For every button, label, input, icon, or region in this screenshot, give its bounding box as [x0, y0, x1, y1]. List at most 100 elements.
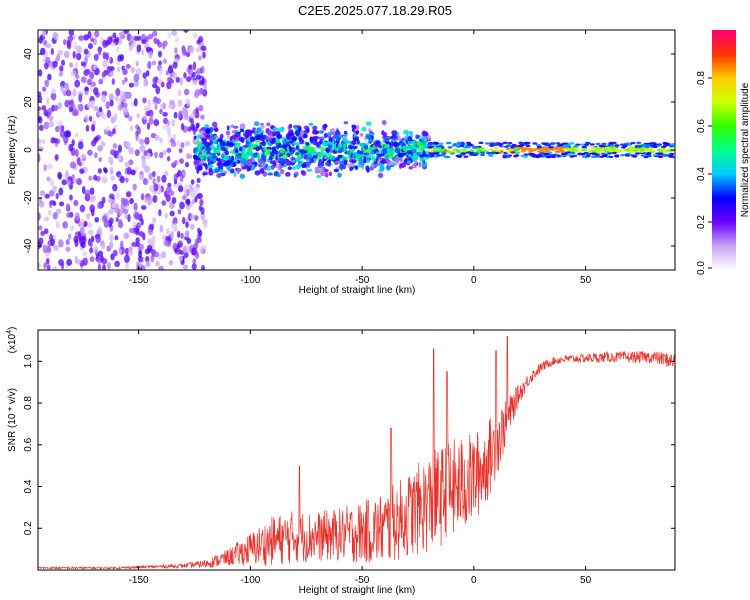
spectrogram-cell: [169, 79, 175, 84]
spectrogram-cell: [181, 216, 186, 225]
spectrogram-cell: [612, 149, 618, 152]
spectrogram-cell: [108, 217, 114, 225]
spectrogram-cell: [406, 160, 411, 164]
spectrogram-cell: [159, 224, 164, 233]
spectrogram-cell: [246, 160, 251, 165]
spectrogram-cell: [397, 135, 401, 142]
spectrogram-cell: [122, 107, 129, 116]
spectrogram-cell: [309, 137, 315, 141]
spectrogram-cell: [64, 99, 71, 108]
spectrogram-cell: [290, 159, 296, 163]
spectrogram-cell: [46, 97, 50, 105]
spectrogram-cell: [620, 153, 626, 157]
spectrogram-cell: [101, 141, 106, 147]
snr-multiplier: (x104): [6, 327, 18, 354]
spectrogram-cell: [569, 142, 575, 145]
spectrogram-cell: [416, 135, 420, 139]
spectrogram-cell: [136, 35, 142, 41]
spectrogram-cell: [600, 152, 606, 155]
spectrogram-cell: [558, 143, 564, 147]
spectrogram-cell: [483, 150, 489, 153]
spectrogram-cell: [652, 153, 658, 157]
spectrogram-cell: [197, 227, 201, 234]
spectrogram-cell: [174, 247, 178, 254]
spectrogram-cell: [445, 155, 451, 159]
spectrogram-cell: [365, 121, 372, 126]
spectrogram-cell: [179, 77, 184, 86]
spectrogram-cell: [183, 113, 189, 121]
spectrogram-cell: [108, 93, 114, 102]
spectrogram-cell: [318, 159, 323, 163]
spectrogram-cell: [45, 43, 52, 49]
spectrogram-cell: [260, 132, 264, 139]
spectrogram-cell: [118, 218, 123, 226]
spectrogram-cell: [248, 142, 253, 148]
spectrogram-cell: [96, 175, 101, 182]
spectrogram-cell: [407, 136, 412, 142]
spectrogram-cell: [270, 150, 275, 157]
spectrogram-cell: [53, 32, 59, 41]
spectrogram-cell: [148, 33, 154, 40]
snr-x-ticks: -150 -100 -50 0 50: [129, 330, 592, 586]
spectrogram-cell: [280, 126, 285, 132]
spectrogram-cell: [645, 144, 651, 147]
spectrogram-cell: [132, 221, 137, 229]
spectrogram-cell: [172, 72, 178, 80]
spectrogram-cell: [351, 140, 357, 145]
spectrogram-cell: [181, 107, 186, 115]
spectrogram-cell: [202, 51, 206, 59]
spectrogram-cell: [456, 145, 462, 148]
spectrogram-cell: [90, 140, 97, 147]
y-tick-label: 20: [23, 96, 34, 108]
spectrogram-cell: [195, 46, 201, 53]
spectrogram-cell: [206, 128, 210, 135]
spectrogram-cell: [280, 169, 284, 175]
spectrogram-cell: [635, 152, 641, 155]
spectrogram-cell: [274, 159, 279, 163]
spectrogram-cell: [182, 170, 187, 177]
spectrogram-cell: [178, 255, 184, 262]
spectrogram-cell: [168, 259, 173, 266]
spectrogram-cell: [55, 221, 60, 229]
spectrogram-cell: [427, 143, 433, 146]
spectrogram-cell: [646, 152, 652, 155]
spectrogram-cell: [650, 150, 656, 153]
spectrogram-cell: [189, 46, 195, 54]
spectrogram-cell: [140, 205, 147, 210]
spectrogram-cell: [121, 79, 126, 85]
spectrogram-cell: [95, 235, 101, 244]
spectrogram-cell: [638, 149, 644, 152]
spectrogram-cell: [264, 151, 269, 157]
spectrogram-cell: [542, 142, 548, 146]
spectrogram-cell: [159, 103, 166, 109]
spectrogram-cell: [74, 255, 78, 264]
spectrogram-cell: [166, 147, 172, 153]
spectrogram-cell: [323, 132, 328, 139]
spectrogram-cell: [490, 151, 496, 155]
snr-series-line: [38, 335, 675, 570]
spectrogram-cell: [125, 191, 131, 198]
spectrogram-cell: [590, 146, 596, 150]
spectrogram-cell: [520, 154, 526, 158]
spectrogram-cell: [115, 217, 119, 222]
spectrogram-cell: [433, 155, 439, 158]
spectrogram-cell: [83, 220, 88, 227]
spectrogram-cell: [404, 135, 408, 141]
spectrogram-cell: [381, 119, 387, 126]
snr-frame: [37, 329, 676, 571]
spectrogram-cell: [520, 150, 526, 153]
spectrogram-cell: [203, 162, 207, 168]
spectrogram-cell: [247, 130, 253, 137]
spectrogram-cell: [159, 137, 163, 144]
spectrogram-cell: [73, 41, 78, 50]
spectrogram-cell: [380, 142, 384, 147]
spectrogram-cell: [79, 204, 86, 213]
spectrogram-cell: [80, 61, 86, 67]
x-tick-label: -150: [129, 275, 149, 286]
spectrogram-cell: [180, 142, 185, 149]
spectrogram-cell: [41, 139, 46, 145]
spectrogram-cell: [229, 150, 236, 155]
spectrogram-cell: [41, 105, 47, 111]
spectrogram-cell: [438, 149, 444, 152]
